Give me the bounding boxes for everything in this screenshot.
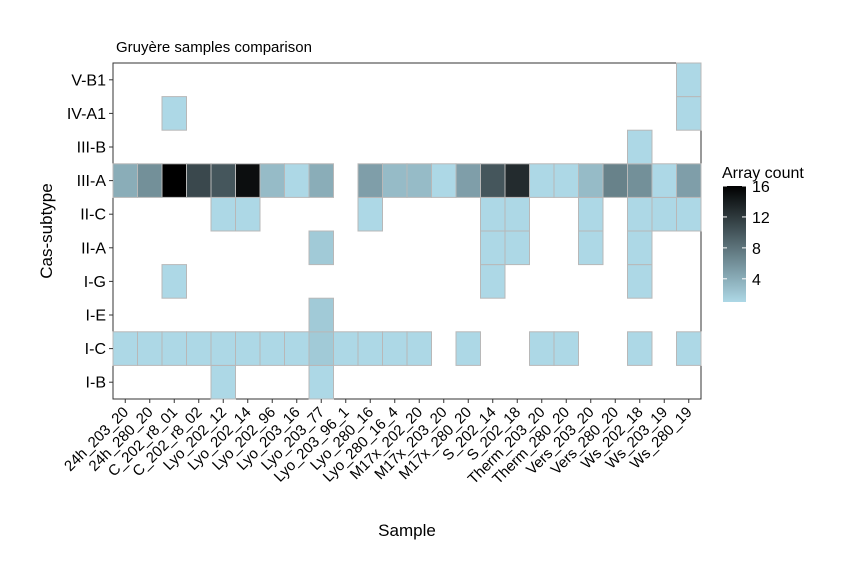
heatmap-cell xyxy=(137,163,163,198)
heatmap-cell xyxy=(235,196,261,232)
y-tick-label: II-A xyxy=(81,240,106,257)
heatmap-cell xyxy=(186,331,212,366)
y-tick-label: II-C xyxy=(80,207,106,224)
y-tick-label: I-G xyxy=(84,274,106,291)
heatmap-cell xyxy=(308,163,334,198)
heatmap-cell xyxy=(161,264,187,299)
heatmap-cell xyxy=(627,264,653,299)
heatmap-cell xyxy=(431,163,457,198)
legend-colorbar xyxy=(723,186,746,302)
heatmap-cell xyxy=(357,163,383,198)
heatmap-cell xyxy=(676,196,702,232)
heatmap-cell xyxy=(210,331,236,366)
heatmap-cell xyxy=(284,163,310,198)
y-tick-label: V-B1 xyxy=(71,72,106,89)
y-tick-label: III-B xyxy=(77,140,106,157)
heatmap-cell xyxy=(161,96,187,131)
heatmap-cells xyxy=(112,62,702,400)
heatmap-cell xyxy=(504,230,530,266)
heatmap-cell xyxy=(406,331,432,366)
y-tick-label: IV-A1 xyxy=(67,106,106,123)
heatmap-cell xyxy=(259,331,285,366)
heatmap-cell xyxy=(308,297,334,333)
heatmap-cell xyxy=(308,230,334,266)
heatmap-cell xyxy=(529,331,555,366)
legend-title: Array count xyxy=(722,165,804,182)
heatmap-cell xyxy=(553,163,579,198)
heatmap-cell xyxy=(382,163,408,198)
heatmap-cell xyxy=(210,364,236,400)
y-axis-title: Cas-subtype xyxy=(37,183,56,278)
y-axis: I-B I-C I-E I-G II-A II-C III-A III-B IV-A1 V-B1 xyxy=(67,72,113,392)
heatmap-cell xyxy=(676,163,702,198)
heatmap-cell xyxy=(529,163,555,198)
x-axis-title: Sample xyxy=(378,521,436,540)
heatmap-cell xyxy=(357,331,383,366)
heatmap-cell xyxy=(333,331,359,366)
heatmap-cell xyxy=(210,163,236,198)
heatmap-cell xyxy=(627,331,653,366)
heatmap-cell xyxy=(504,163,530,198)
heatmap-cell xyxy=(455,163,481,198)
x-axis: 24h_203_2024h_280_20C_202_r8_01C_202_r8_… xyxy=(61,399,696,488)
heatmap-cell xyxy=(676,331,702,366)
legend-tick-label: 4 xyxy=(752,272,761,289)
y-tick-label: I-B xyxy=(86,375,106,392)
chart-title: Gruyère samples comparison xyxy=(116,39,312,56)
heatmap-cell xyxy=(406,163,432,198)
heatmap-cell xyxy=(480,196,506,232)
heatmap-cell xyxy=(578,196,604,232)
heatmap-cell xyxy=(137,331,163,366)
heatmap-cell xyxy=(627,163,653,198)
heatmap-cell xyxy=(676,96,702,131)
heatmap-cell xyxy=(186,163,212,198)
heatmap-cell xyxy=(308,364,334,400)
heatmap-cell xyxy=(676,62,702,98)
heatmap-cell xyxy=(112,331,138,366)
color-legend: Array count 4 8 12 16 xyxy=(722,165,804,302)
legend-tick-label: 8 xyxy=(752,241,761,258)
heatmap-cell xyxy=(578,163,604,198)
heatmap-cell xyxy=(112,163,138,198)
y-tick-label: I-C xyxy=(85,341,106,358)
heatmap-cell xyxy=(382,331,408,366)
heatmap-cell xyxy=(504,196,530,232)
heatmap-cell xyxy=(235,163,261,198)
heatmap-cell xyxy=(578,230,604,266)
y-tick-label: III-A xyxy=(77,173,107,190)
heatmap-cell xyxy=(480,163,506,198)
heatmap-cell xyxy=(602,163,628,198)
heatmap-cell xyxy=(210,196,236,232)
heatmap-cell xyxy=(357,196,383,232)
legend-tick-label: 16 xyxy=(752,179,770,196)
heatmap-cell xyxy=(627,196,653,232)
legend-tick-label: 12 xyxy=(752,210,770,227)
heatmap-cell xyxy=(627,230,653,266)
heatmap-cell xyxy=(480,264,506,299)
heatmap-cell xyxy=(284,331,310,366)
heatmap-cell xyxy=(235,331,261,366)
heatmap-cell xyxy=(480,230,506,266)
heatmap-cell xyxy=(553,331,579,366)
heatmap-cell xyxy=(161,331,187,366)
heatmap-cell xyxy=(455,331,481,366)
heatmap-cell xyxy=(259,163,285,198)
heatmap-cell xyxy=(651,163,677,198)
heatmap-cell xyxy=(651,196,677,232)
y-tick-label: I-E xyxy=(86,308,106,325)
heatmap-cell xyxy=(161,163,187,198)
heatmap-cell xyxy=(308,331,334,366)
heatmap-cell xyxy=(627,129,653,165)
